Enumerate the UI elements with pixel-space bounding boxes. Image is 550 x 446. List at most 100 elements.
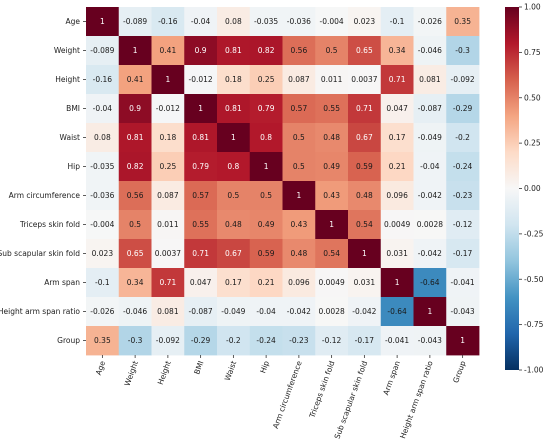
cell-value-label: 0.82: [127, 162, 144, 171]
cell-value-label: 0.5: [227, 191, 239, 200]
heatmap-cell: [413, 7, 447, 37]
heatmap-cell: [413, 297, 447, 327]
cell-value-label: 0.34: [389, 46, 406, 55]
heatmap-cell: [151, 181, 185, 211]
heatmap-cell: [446, 210, 480, 240]
cell-value-label: 0.55: [192, 220, 209, 229]
cell-value-label: 0.8: [227, 162, 239, 171]
heatmap-cell: [315, 210, 349, 240]
heatmap-cell: [380, 152, 414, 182]
heatmap-cell: [217, 94, 251, 124]
cell-value-label: 1: [362, 249, 367, 258]
heatmap-cell: [446, 181, 480, 211]
column-label: Waist: [223, 360, 238, 382]
heatmap-cell: [413, 239, 447, 269]
cell-value-label: 0.17: [225, 278, 242, 287]
cell-value-label: 1: [427, 307, 432, 316]
heatmap-cell: [249, 326, 283, 356]
heatmap-cell: [315, 152, 349, 182]
cell-value-label: 0.59: [356, 162, 373, 171]
cell-value-label: -0.24: [453, 162, 473, 171]
heatmap-cell: [118, 210, 152, 240]
heatmap-cell: [217, 210, 251, 240]
cell-value-label: 0.79: [258, 104, 275, 113]
heatmap-cell: [217, 123, 251, 153]
heatmap-cell: [282, 123, 316, 153]
heatmap-cell: [282, 297, 316, 327]
cell-value-label: 0.5: [326, 46, 338, 55]
cell-value-label: 0.087: [288, 75, 310, 84]
heatmap-cell: [380, 297, 414, 327]
cell-value-label: 0.82: [258, 46, 275, 55]
cell-value-label: 1: [296, 191, 301, 200]
heatmap-cell: [413, 65, 447, 95]
cell-value-label: -0.026: [418, 17, 442, 26]
heatmap-cell: [315, 268, 349, 298]
heatmap-cell: [446, 36, 480, 66]
cell-value-label: 1: [395, 278, 400, 287]
cell-value-label: 0.9: [195, 46, 207, 55]
cell-value-label: 0.023: [92, 249, 114, 258]
heatmap-cell: [86, 94, 120, 124]
cell-value-label: 0.43: [323, 191, 340, 200]
heatmap-cell: [184, 65, 218, 95]
cell-value-label: 0.57: [291, 104, 308, 113]
heatmap-cell: [249, 7, 283, 37]
heatmap-cell: [348, 181, 382, 211]
cell-value-label: 0.65: [356, 46, 373, 55]
heatmap-cell: [348, 268, 382, 298]
cell-value-label: 0.71: [192, 249, 209, 258]
column-label: Height arm span ratio: [398, 359, 435, 440]
cell-value-label: -0.043: [451, 307, 475, 316]
heatmap-cell: [413, 36, 447, 66]
heatmap-cell: [86, 297, 120, 327]
cell-value-label: 1: [231, 133, 236, 142]
cell-value-label: -0.17: [453, 249, 473, 258]
heatmap-cell: [184, 210, 218, 240]
cell-value-label: 0.096: [386, 191, 408, 200]
heatmap-cells: 1 -0.089 -0.16 -0.04 0.08 -0.035 -0.036 -0.004 0…: [86, 7, 480, 356]
heatmap-cell: [184, 123, 218, 153]
cell-value-label: -0.1: [95, 278, 110, 287]
heatmap-cell: [217, 152, 251, 182]
colorbar-tick-label: -0.25: [524, 229, 544, 238]
heatmap-cell: [315, 326, 349, 356]
cell-value-label: -0.087: [189, 307, 213, 316]
cell-value-label: -0.2: [455, 133, 470, 142]
heatmap-cell: [151, 36, 185, 66]
cell-value-label: -0.004: [90, 220, 114, 229]
heatmap-cell: [282, 326, 316, 356]
cell-value-label: 0.5: [260, 191, 272, 200]
cell-value-label: 0.17: [389, 133, 406, 142]
cell-value-label: -0.004: [320, 17, 344, 26]
cell-value-label: -0.049: [221, 307, 245, 316]
heatmap-cell: [184, 7, 218, 37]
cell-value-label: 0.35: [454, 17, 471, 26]
colorbar-tick-label: 0.50: [524, 93, 541, 102]
heatmap-cell: [151, 7, 185, 37]
heatmap-cell: [118, 297, 152, 327]
cell-value-label: -0.089: [123, 17, 147, 26]
cell-value-label: 0.49: [258, 220, 275, 229]
column-label: Height: [156, 360, 173, 386]
heatmap-cell: [151, 94, 185, 124]
cell-value-label: 0.011: [157, 220, 179, 229]
heatmap-cell: [184, 36, 218, 66]
row-label: Age: [65, 17, 80, 26]
heatmap-cell: [282, 239, 316, 269]
cell-value-label: 0.81: [225, 46, 242, 55]
cell-value-label: 0.0049: [319, 278, 345, 287]
heatmap-cell: [348, 239, 382, 269]
heatmap-cell: [282, 36, 316, 66]
heatmap-cell: [380, 239, 414, 269]
heatmap-cell: [315, 94, 349, 124]
heatmap-cell: [348, 36, 382, 66]
heatmap-cell: [282, 65, 316, 95]
cell-value-label: 0.081: [419, 75, 441, 84]
row-label: Height arm span ratio: [0, 307, 80, 316]
cell-value-label: -0.3: [128, 336, 143, 345]
heatmap-cell: [86, 181, 120, 211]
cell-value-label: 0.55: [323, 104, 340, 113]
heatmap-cell: [446, 297, 480, 327]
